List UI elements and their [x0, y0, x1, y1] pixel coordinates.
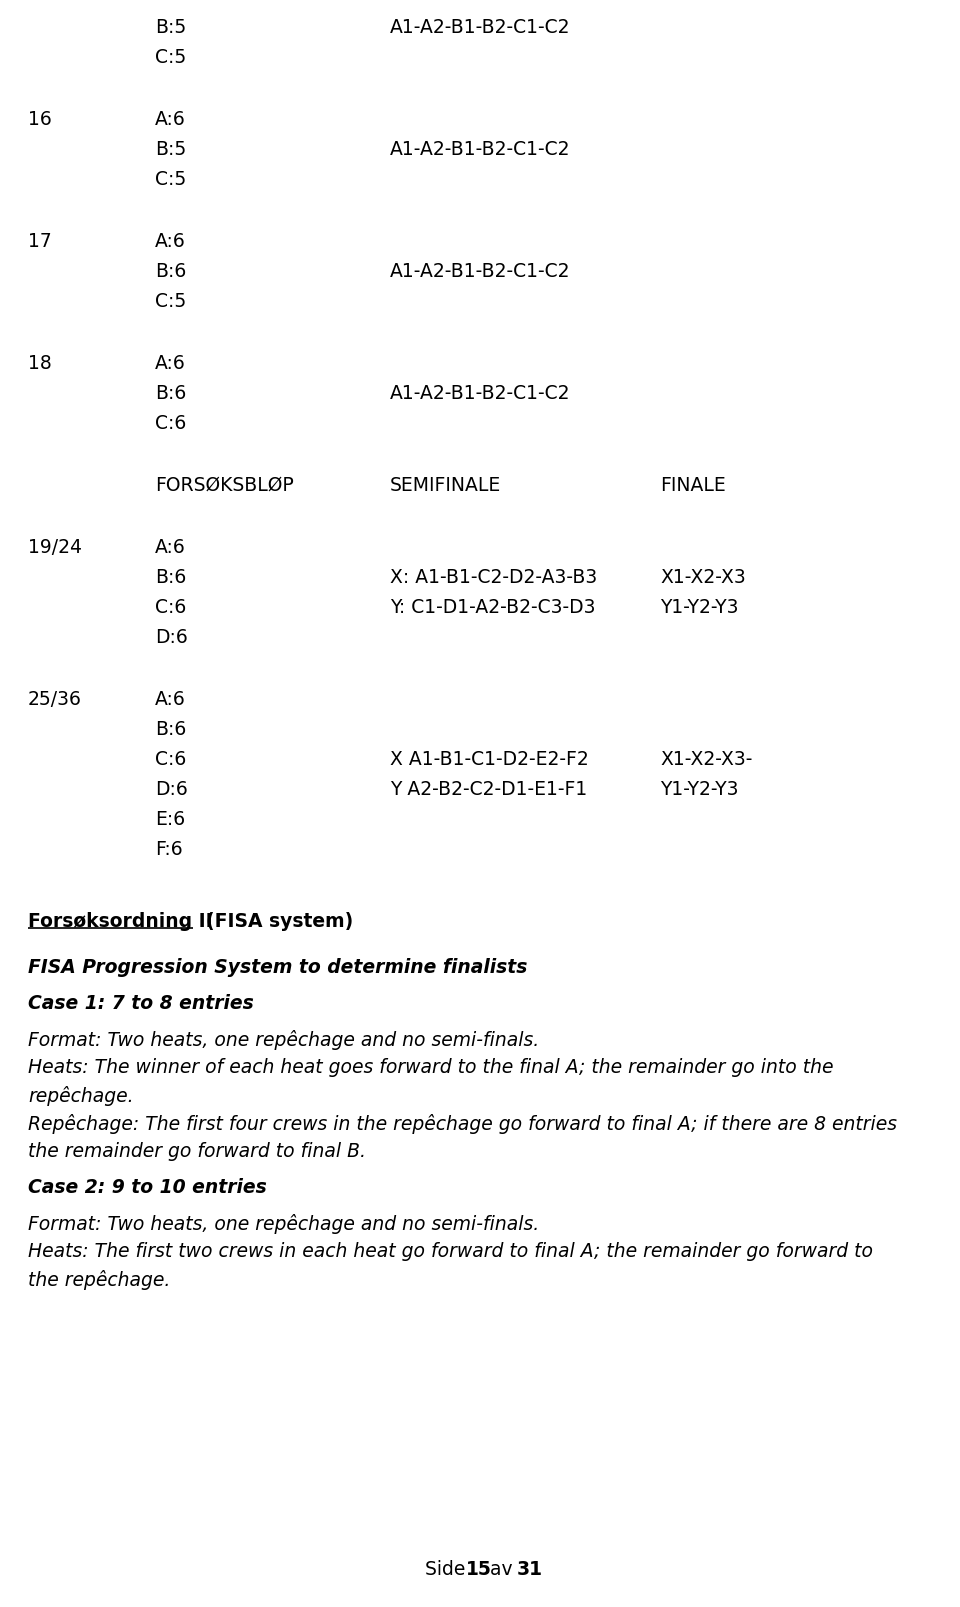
- Text: A:6: A:6: [155, 689, 185, 709]
- Text: E:6: E:6: [155, 810, 185, 829]
- Text: D:6: D:6: [155, 628, 188, 648]
- Text: Y: C1-D1-A2-B2-C3-D3: Y: C1-D1-A2-B2-C3-D3: [390, 598, 595, 617]
- Text: Y1-Y2-Y3: Y1-Y2-Y3: [660, 779, 738, 799]
- Text: 19/24: 19/24: [28, 538, 82, 558]
- Text: X A1-B1-C1-D2-E2-F2: X A1-B1-C1-D2-E2-F2: [390, 750, 588, 770]
- Text: X: A1-B1-C2-D2-A3-B3: X: A1-B1-C2-D2-A3-B3: [390, 567, 597, 587]
- Text: Forsøksordning II: Forsøksordning II: [28, 913, 212, 930]
- Text: av: av: [484, 1560, 518, 1580]
- Text: B:6: B:6: [155, 720, 186, 739]
- Text: Repêchage: The first four crews in the repêchage go forward to final A; if there: Repêchage: The first four crews in the r…: [28, 1114, 897, 1135]
- Text: B:5: B:5: [155, 18, 186, 37]
- Text: 25/36: 25/36: [28, 689, 82, 709]
- Text: A1-A2-B1-B2-C1-C2: A1-A2-B1-B2-C1-C2: [390, 18, 570, 37]
- Text: C:6: C:6: [155, 750, 186, 770]
- Text: C:6: C:6: [155, 598, 186, 617]
- Text: Format: Two heats, one repêchage and no semi-finals.: Format: Two heats, one repêchage and no …: [28, 1213, 540, 1234]
- Text: A1-A2-B1-B2-C1-C2: A1-A2-B1-B2-C1-C2: [390, 262, 570, 281]
- Text: X1-X2-X3: X1-X2-X3: [660, 567, 746, 587]
- Text: A1-A2-B1-B2-C1-C2: A1-A2-B1-B2-C1-C2: [390, 384, 570, 403]
- Text: Case 1: 7 to 8 entries: Case 1: 7 to 8 entries: [28, 995, 253, 1012]
- Text: Case 2: 9 to 10 entries: Case 2: 9 to 10 entries: [28, 1178, 267, 1197]
- Text: Format: Two heats, one repêchage and no semi-finals.: Format: Two heats, one repêchage and no …: [28, 1030, 540, 1049]
- Text: 16: 16: [28, 109, 52, 129]
- Text: 31: 31: [516, 1560, 542, 1580]
- Text: B:6: B:6: [155, 262, 186, 281]
- Text: B:6: B:6: [155, 567, 186, 587]
- Text: D:6: D:6: [155, 779, 188, 799]
- Text: 18: 18: [28, 354, 52, 373]
- Text: C:5: C:5: [155, 48, 186, 67]
- Text: FINALE: FINALE: [660, 476, 726, 495]
- Text: B:5: B:5: [155, 140, 186, 159]
- Text: A:6: A:6: [155, 538, 185, 558]
- Text: C:5: C:5: [155, 292, 186, 312]
- Text: Y1-Y2-Y3: Y1-Y2-Y3: [660, 598, 738, 617]
- Text: FISA Progression System to determine finalists: FISA Progression System to determine fin…: [28, 958, 527, 977]
- Text: A:6: A:6: [155, 354, 185, 373]
- Text: FORSØKSBLØP: FORSØKSBLØP: [155, 476, 294, 495]
- Text: A:6: A:6: [155, 231, 185, 251]
- Text: (FISA system): (FISA system): [193, 913, 353, 930]
- Text: B:6: B:6: [155, 384, 186, 403]
- Text: Side: Side: [425, 1560, 471, 1580]
- Text: Heats: The first two crews in each heat go forward to final A; the remainder go : Heats: The first two crews in each heat …: [28, 1242, 873, 1261]
- Text: repêchage.: repêchage.: [28, 1086, 133, 1106]
- Text: Heats: The winner of each heat goes forward to the final A; the remainder go int: Heats: The winner of each heat goes forw…: [28, 1057, 833, 1077]
- Text: the repêchage.: the repêchage.: [28, 1270, 170, 1290]
- Text: C:6: C:6: [155, 415, 186, 432]
- Text: A1-A2-B1-B2-C1-C2: A1-A2-B1-B2-C1-C2: [390, 140, 570, 159]
- Text: 15: 15: [466, 1560, 492, 1580]
- Text: the remainder go forward to final B.: the remainder go forward to final B.: [28, 1143, 366, 1160]
- Text: SEMIFINALE: SEMIFINALE: [390, 476, 501, 495]
- Text: C:5: C:5: [155, 170, 186, 190]
- Text: X1-X2-X3-: X1-X2-X3-: [660, 750, 753, 770]
- Text: 17: 17: [28, 231, 52, 251]
- Text: F:6: F:6: [155, 840, 182, 860]
- Text: Y A2-B2-C2-D1-E1-F1: Y A2-B2-C2-D1-E1-F1: [390, 779, 588, 799]
- Text: A:6: A:6: [155, 109, 185, 129]
